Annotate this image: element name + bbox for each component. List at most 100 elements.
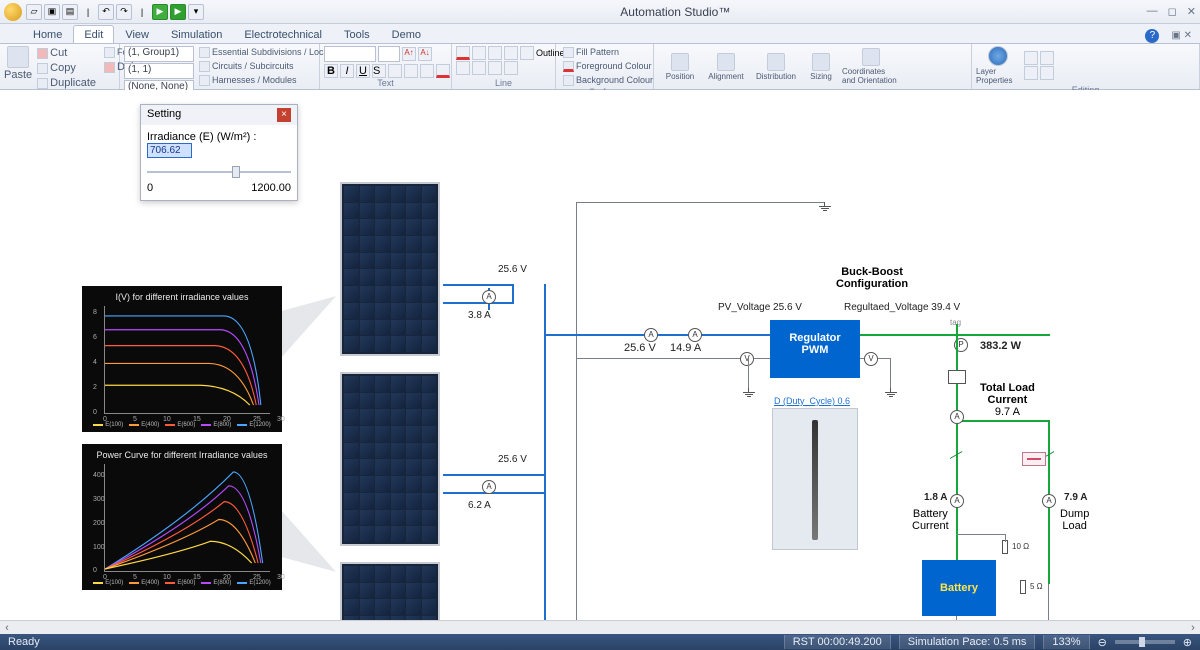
font-color-icon[interactable] (436, 64, 450, 78)
setting-title-bar[interactable]: Setting× (141, 105, 297, 125)
titlebar: ▱ ▣ ▤ | ↶ ↷ | ▶ ▶ ▾ Automation Studio™ —… (0, 0, 1200, 24)
duty-cycle-label[interactable]: D (Duty_Cycle) 0.6 (774, 396, 850, 406)
fg-colour-button[interactable]: Foreground Colour (560, 60, 655, 73)
resistor[interactable] (1002, 540, 1008, 554)
fill-pattern-button[interactable]: Fill Pattern (560, 46, 622, 59)
sizing-button[interactable]: Sizing (804, 53, 838, 81)
horizontal-scrollbar[interactable]: ‹ › (0, 620, 1200, 634)
arrow-type-icon[interactable] (504, 61, 518, 75)
dump-load-indicator[interactable] (1022, 452, 1046, 466)
total-load-title: Total Load Current (980, 382, 1035, 406)
copy-button[interactable]: Copy (34, 61, 99, 75)
pointer-icon[interactable] (1040, 66, 1054, 80)
qat-drop-icon[interactable]: ▾ (188, 4, 204, 20)
cut-button[interactable]: Cut (34, 46, 99, 60)
setting-dialog[interactable]: Setting× Irradiance (E) (W/m²) : 01200.0… (140, 104, 298, 201)
font-combo[interactable] (324, 46, 376, 62)
irradiance-input[interactable] (147, 143, 192, 158)
alignment-button[interactable]: Alignment (704, 53, 748, 81)
tab-home[interactable]: Home (22, 25, 73, 43)
line-style-icon[interactable] (504, 46, 518, 60)
tab-tools[interactable]: Tools (333, 25, 381, 43)
tab-edit[interactable]: Edit (73, 25, 114, 43)
find-icon[interactable] (1024, 51, 1038, 65)
wire (890, 358, 891, 390)
line-dash-icon[interactable] (488, 46, 502, 60)
solar-panel-2[interactable] (340, 372, 440, 546)
arrow-end-icon[interactable] (488, 61, 502, 75)
minimize-icon[interactable]: — (1147, 5, 1158, 18)
maximize-icon[interactable]: ◻ (1168, 5, 1177, 18)
layer-properties-button[interactable]: Layer Properties (976, 46, 1020, 85)
bg-colour-button[interactable]: Background Colour (560, 74, 656, 87)
bold-icon[interactable]: B (324, 64, 338, 78)
zoom-in-icon[interactable]: ⊕ (1183, 636, 1192, 649)
ammeter-battery[interactable]: A (950, 494, 964, 508)
location-combo-2[interactable]: (1, 1) (124, 63, 194, 79)
tab-electrotechnical[interactable]: Electrotechnical (233, 25, 333, 43)
wire (748, 358, 749, 390)
irradiance-slider[interactable] (147, 164, 291, 180)
collapse-ribbon-icon[interactable]: ▣ ✕ (1171, 30, 1192, 41)
ammeter-total[interactable]: A (950, 410, 964, 424)
scroll-right-icon[interactable]: › (1186, 622, 1200, 634)
resistor[interactable] (1020, 580, 1026, 594)
zoom-slider[interactable] (1115, 640, 1175, 644)
ammeter-dump[interactable]: A (1042, 494, 1056, 508)
qat-run-icon[interactable]: ▶ (152, 4, 168, 20)
location-combo-1[interactable]: (1, Group1) (124, 46, 194, 62)
outline-check[interactable] (520, 46, 534, 60)
tab-view[interactable]: View (114, 25, 160, 43)
strike-icon[interactable]: S (372, 64, 386, 78)
scroll-left-icon[interactable]: ‹ (0, 622, 14, 634)
align-center-icon[interactable] (404, 64, 418, 78)
align-left-icon[interactable] (388, 64, 402, 78)
size-combo[interactable] (378, 46, 400, 62)
qat-save-icon[interactable]: ▣ (44, 4, 60, 20)
position-button[interactable]: Position (660, 53, 700, 81)
coords-button[interactable]: Coordinates and Orientation (842, 48, 900, 85)
voltmeter-pv[interactable]: V (740, 352, 754, 366)
qat-new-icon[interactable]: ▱ (26, 4, 42, 20)
duty-slider[interactable] (812, 420, 818, 540)
zoom-out-icon[interactable]: ⊖ (1098, 636, 1107, 649)
voltmeter-reg[interactable]: V (864, 352, 878, 366)
align-right-icon[interactable] (420, 64, 434, 78)
qat-undo-icon[interactable]: ↶ (98, 4, 114, 20)
ammeter-bus[interactable]: A (644, 328, 658, 342)
regulator-block[interactable]: Regulator PWM (770, 320, 860, 378)
font-shrink-icon[interactable]: A↓ (418, 47, 432, 61)
duplicate-button[interactable]: Duplicate (34, 76, 99, 90)
paste-button[interactable]: Paste (4, 46, 32, 81)
font-grow-icon[interactable]: A↑ (402, 47, 416, 61)
tab-simulation[interactable]: Simulation (160, 25, 233, 43)
underline-icon[interactable]: U (356, 64, 370, 78)
qat-redo-icon[interactable]: ↷ (116, 4, 132, 20)
ammeter-p1[interactable]: A (482, 290, 496, 304)
component-box[interactable] (948, 370, 966, 384)
select-icon[interactable] (1024, 66, 1038, 80)
iv-chart[interactable]: I(V) for different irradiance values 024… (82, 286, 282, 432)
distribution-button[interactable]: Distribution (752, 53, 800, 81)
power-chart[interactable]: Power Curve for different Irradiance val… (82, 444, 282, 590)
solar-panel-1[interactable] (340, 182, 440, 356)
p2-current: 6.2 A (468, 500, 491, 511)
close-icon[interactable]: ✕ (1187, 5, 1196, 18)
line-color-icon[interactable] (456, 46, 470, 60)
qat-open-icon[interactable]: ▤ (62, 4, 78, 20)
ammeter-p2[interactable]: A (482, 480, 496, 494)
ammeter-bus2[interactable]: A (688, 328, 702, 342)
line-weight-icon[interactable] (472, 46, 486, 60)
help-icon[interactable]: ? (1145, 29, 1159, 43)
line-group-label: Line (456, 78, 551, 89)
tab-demo[interactable]: Demo (381, 25, 432, 43)
arrow-mid-icon[interactable] (472, 61, 486, 75)
arrow-start-icon[interactable] (456, 61, 470, 75)
status-zoom[interactable]: 133% (1043, 635, 1089, 649)
italic-icon[interactable]: I (340, 64, 354, 78)
replace-icon[interactable] (1040, 51, 1054, 65)
dialog-close-icon[interactable]: × (277, 108, 291, 122)
battery-block[interactable]: Battery (922, 560, 996, 616)
switch-icon[interactable] (948, 448, 968, 460)
qat-run2-icon[interactable]: ▶ (170, 4, 186, 20)
